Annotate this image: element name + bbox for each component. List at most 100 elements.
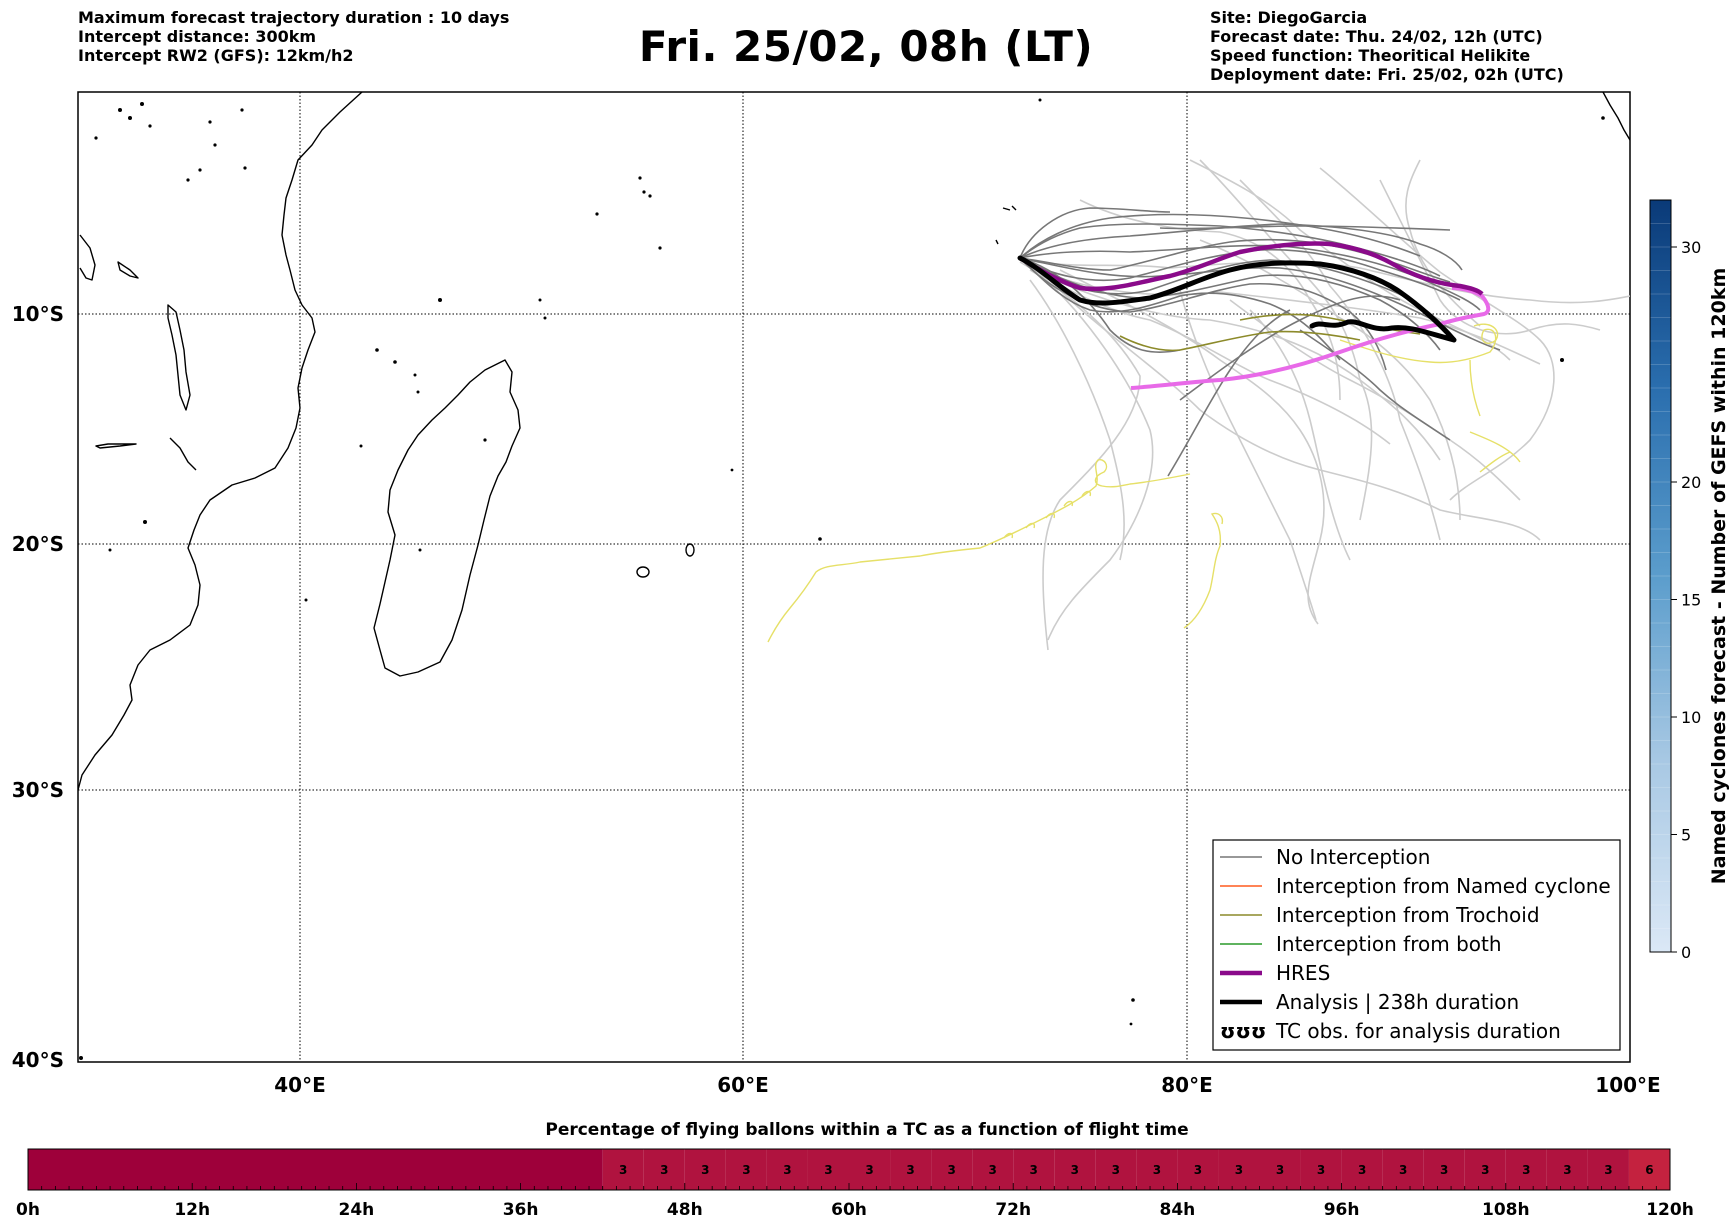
madagascar-coastline (373, 359, 521, 677)
bar-tick-label: 84h (1160, 1200, 1196, 1220)
bar-cell (1177, 1149, 1219, 1190)
bar-cell (931, 1149, 973, 1190)
lon-label-60e: 60°E (717, 1073, 769, 1097)
legend-label-tc-obs: TC obs. for analysis duration (1275, 1019, 1561, 1043)
bar-cell (725, 1149, 767, 1190)
maldives-cluster (995, 205, 1017, 245)
bar-title: Percentage of flying ballons within a TC… (545, 1120, 1188, 1140)
lon-label-100e: 100°E (1595, 1073, 1660, 1097)
colorbar-tick-label: 10 (1681, 708, 1701, 727)
bar-cell (766, 1149, 808, 1190)
great-lakes (167, 304, 191, 411)
legend-label-both: Interception from both (1276, 932, 1502, 956)
bar-cell (1095, 1149, 1137, 1190)
bar-cell-last (1628, 1149, 1670, 1190)
bar-cell-value: 3 (1358, 1163, 1366, 1177)
bar-cell-value: 3 (1194, 1163, 1202, 1177)
hres-track (1018, 241, 1484, 296)
colorbar: 0 5 10 15 20 30 Named cyclones forecast - Num… (1649, 199, 1730, 962)
bar-cell-value: 3 (1604, 1163, 1612, 1177)
bar-cell-value: 3 (824, 1163, 832, 1177)
deployment-date-line: Deployment date: Fri. 25/02, 02h (UTC) (1210, 65, 1564, 84)
flight-time-bar: Percentage of flying ballons within a TC… (16, 1120, 1694, 1220)
settings-line-distance: Intercept distance: 300km (78, 27, 317, 46)
bar-cell (849, 1149, 891, 1190)
bar-cell (1013, 1149, 1055, 1190)
graticule (78, 92, 1630, 1062)
bar-cell (602, 1149, 644, 1190)
bar-cell (1587, 1149, 1629, 1190)
bar-cells: 3 3 3 3 3 3 3 3 3 3 3 3 3 3 3 3 3 3 3 3 3 3 3 3 3 6 (28, 1149, 1670, 1190)
africa-coastline (78, 92, 363, 791)
bar-cell-value: 3 (701, 1163, 709, 1177)
forecast-settings: Maximum forecast trajectory duration : 1… (78, 8, 509, 65)
bar-tick-label: 48h (667, 1200, 703, 1220)
bar-cell-value: 3 (783, 1163, 791, 1177)
bar-cell-value: 3 (742, 1163, 750, 1177)
bar-tick-label: 120h (1646, 1200, 1694, 1220)
bar-tick-label: 108h (1482, 1200, 1530, 1220)
colorbar-tick-label: 5 (1681, 826, 1691, 845)
lake-east (117, 261, 139, 279)
site-line: Site: DiegoGarcia (1210, 8, 1368, 27)
bar-tick-label: 36h (503, 1200, 539, 1220)
lake-south (169, 437, 197, 471)
speed-function-line: Speed function: Theoritical Helikite (1210, 46, 1531, 65)
legend-box (1212, 839, 1621, 1051)
settings-line-intercept: Intercept RW2 (GFS): 12km/h2 (78, 46, 354, 65)
bar-cell-value: 3 (906, 1163, 914, 1177)
legend-label-hres: HRES (1276, 961, 1330, 985)
lake-west (95, 443, 137, 449)
bar-cell (684, 1149, 726, 1190)
settings-line-duration: Maximum forecast trajectory duration : 1… (78, 8, 510, 27)
bar-cell-value: 3 (1440, 1163, 1448, 1177)
bar-cell-value: 3 (865, 1163, 873, 1177)
bar-cell-value: 3 (1112, 1163, 1120, 1177)
colorbar-ticks: 0 5 10 15 20 30 (1671, 238, 1701, 962)
bar-cell-value: 3 (1399, 1163, 1407, 1177)
colorbar-tick-label: 20 (1681, 473, 1701, 492)
colorbar-tick-label: 30 (1681, 238, 1701, 257)
bar-cell (1054, 1149, 1096, 1190)
latitude-labels: 10°S 20°S 30°S 40°S (12, 302, 64, 1072)
legend-swatch-tc-obs: ʊʊʊ (1220, 1019, 1266, 1043)
bar-tick-label: 60h (831, 1200, 867, 1220)
bar-cell-value: 3 (1522, 1163, 1530, 1177)
lon-label-80e: 80°E (1161, 1073, 1213, 1097)
analysis-track (1017, 255, 1457, 343)
small-islands (79, 98, 1605, 1060)
east-asia-coast (1602, 92, 1630, 141)
page-title: Fri. 25/02, 08h (LT) (638, 22, 1094, 71)
colorbar-tick-label: 15 (1681, 591, 1701, 610)
legend-label-trochoid: Interception from Trochoid (1276, 903, 1540, 927)
colorbar-frame (1649, 199, 1672, 953)
bar-cell (1341, 1149, 1383, 1190)
bar-cell-value: 3 (988, 1163, 996, 1177)
bar-cell (890, 1149, 932, 1190)
ensemble-light-tracks (1019, 159, 1630, 651)
bar-cell (1382, 1149, 1424, 1190)
bar-cell (1136, 1149, 1178, 1190)
colorbar-gradient (1650, 200, 1671, 952)
bar-tick-label: 72h (995, 1200, 1031, 1220)
bar-cell (1505, 1149, 1547, 1190)
bar-cell-value: 3 (1153, 1163, 1161, 1177)
longitude-labels: 40°E 60°E 80°E 100°E (274, 1073, 1660, 1097)
bar-cell (643, 1149, 685, 1190)
lon-label-40e: 40°E (274, 1073, 326, 1097)
forecast-date-line: Forecast date: Thu. 24/02, 12h (UTC) (1210, 27, 1543, 46)
mauritius-island (685, 543, 695, 557)
bar-cell-value: 3 (1030, 1163, 1038, 1177)
legend-label-analysis: Analysis | 238h duration (1276, 990, 1519, 1014)
site-info: Site: DiegoGarcia Forecast date: Thu. 24… (1210, 8, 1564, 84)
bar-tick-label: 12h (174, 1200, 210, 1220)
legend-label-named-cyclone: Interception from Named cyclone (1276, 874, 1611, 898)
bar-cell-value: 3 (1481, 1163, 1489, 1177)
bar-ticks: 0h 12h 24h 36h 48h 60h 72h 84h 96h 108h 120h (16, 1183, 1694, 1220)
bar-cell (1423, 1149, 1465, 1190)
bar-cell-value: 3 (1563, 1163, 1571, 1177)
reunion-island (636, 566, 650, 578)
bar-cell (807, 1149, 849, 1190)
bar-cell (1300, 1149, 1342, 1190)
